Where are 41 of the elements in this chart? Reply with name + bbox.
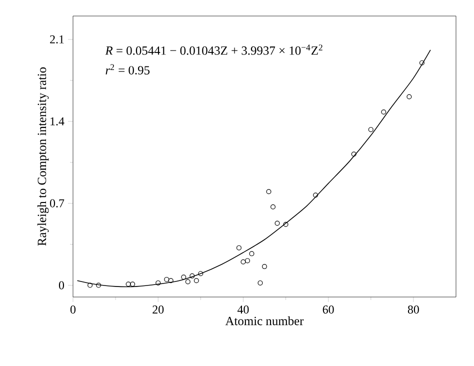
point	[406, 94, 412, 100]
x-tick-label: 80	[408, 306, 419, 314]
point	[236, 245, 242, 250]
point	[249, 251, 254, 256]
point	[368, 127, 374, 132]
y-tick-label: 0	[58, 281, 64, 290]
point	[240, 259, 246, 264]
x-axis-title: Atomic number	[225, 316, 304, 326]
point	[266, 189, 272, 194]
point	[130, 282, 136, 287]
point	[181, 274, 186, 280]
x-tick-label: 0	[70, 306, 76, 314]
point	[258, 280, 263, 286]
point	[351, 152, 356, 157]
point	[419, 60, 424, 66]
point	[244, 258, 250, 264]
y-tick-label: 2.1	[50, 35, 64, 44]
point	[274, 220, 280, 226]
y-tick-label: 1.4	[50, 117, 64, 126]
point	[126, 282, 131, 287]
point	[168, 278, 174, 284]
point	[88, 282, 93, 288]
point	[381, 110, 386, 115]
point	[194, 278, 199, 284]
point	[262, 264, 267, 270]
annotation: R = 0.05441 − 0.01043Z + 3.9937 × 10$^{−4}$Z$^{2}$	[105, 44, 322, 55]
point	[283, 222, 288, 227]
y-axis-title: Rayleigh to Compton intensity ratio	[37, 67, 49, 246]
point	[156, 280, 161, 286]
y-tick-label: 0.7	[50, 199, 64, 208]
x-tick-label: 40	[237, 306, 249, 314]
x-tick-label: 20	[152, 306, 164, 314]
point	[96, 282, 102, 288]
x-tick-label: 60	[322, 306, 334, 314]
point	[190, 273, 195, 278]
point	[313, 192, 318, 198]
point	[198, 271, 204, 276]
point	[164, 276, 170, 282]
point	[270, 204, 276, 210]
annotation: r$^{2}$ = 0.95	[106, 64, 150, 75]
point	[185, 279, 190, 284]
